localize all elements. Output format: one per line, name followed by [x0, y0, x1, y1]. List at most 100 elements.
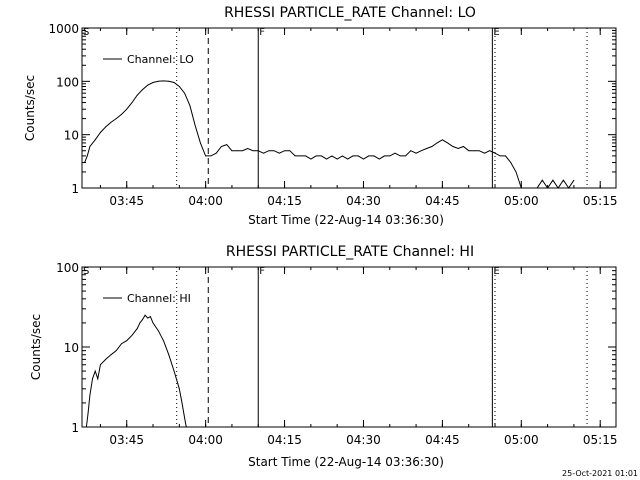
- data-point-hi: [87, 412, 89, 414]
- data-point-lo: [363, 158, 364, 160]
- data-point-lo: [568, 187, 570, 189]
- data-point-hi: [139, 322, 141, 324]
- data-point-hi: [152, 322, 154, 324]
- data-point-hi: [97, 378, 99, 380]
- data-point-lo: [520, 187, 522, 189]
- data-point-lo: [210, 155, 212, 157]
- data-point-lo: [541, 179, 543, 181]
- data-point-lo: [84, 162, 86, 163]
- data-point-hi: [181, 402, 183, 404]
- data-point-hi: [94, 370, 96, 372]
- data-point-lo: [536, 187, 538, 189]
- data-point-lo: [426, 148, 428, 149]
- axis-ticks-lo: 03:45 04:00 04:15 04:30 04:45 05:00 05:15 1 10 10…: [48, 22, 617, 208]
- data-point-hi: [157, 330, 159, 332]
- data-point-lo: [157, 80, 159, 82]
- data-point-lo: [410, 150, 412, 152]
- data-point-lo: [110, 121, 112, 123]
- data-point-lo: [247, 148, 249, 149]
- data-point-lo: [231, 150, 233, 152]
- series-line-hi: [85, 314, 187, 428]
- data-point-lo: [336, 158, 338, 160]
- data-point-lo: [242, 150, 243, 152]
- x-tick-label-lo: 05:00: [504, 194, 539, 208]
- data-point-lo: [573, 179, 575, 181]
- chart-title-hi: RHESSI PARTICLE_RATE Channel: HI: [226, 244, 474, 260]
- data-point-lo: [94, 139, 96, 141]
- data-point-lo: [305, 155, 306, 157]
- data-point-lo: [142, 89, 143, 90]
- data-point-hi: [115, 350, 117, 352]
- data-point-lo: [431, 146, 433, 147]
- data-series-hi: [85, 314, 187, 428]
- y-tick-label-lo: 1000: [48, 22, 79, 36]
- data-point-lo: [515, 171, 517, 173]
- x-tick-label-lo: 04:15: [267, 194, 302, 208]
- data-point-lo: [278, 152, 280, 154]
- data-point-hi: [110, 354, 112, 356]
- data-point-lo: [131, 102, 133, 103]
- data-point-lo: [326, 158, 328, 160]
- data-point-lo: [105, 126, 107, 128]
- data-point-hi: [105, 358, 107, 360]
- x-tick-label-lo: 04:00: [188, 194, 223, 208]
- data-point-lo: [415, 152, 417, 154]
- data-point-lo: [457, 148, 459, 149]
- data-point-lo: [347, 158, 349, 160]
- x-tick-label-hi: 04:00: [188, 433, 223, 447]
- data-point-lo: [163, 80, 164, 82]
- data-point-lo: [315, 155, 317, 157]
- y-tick-label-lo: 1: [71, 182, 79, 196]
- x-tick-label-lo: 04:30: [346, 194, 381, 208]
- data-point-lo: [299, 155, 301, 157]
- legend-label-hi: Channel: HI: [127, 292, 191, 305]
- data-point-lo: [384, 155, 385, 157]
- data-point-lo: [562, 179, 564, 181]
- data-point-hi: [168, 354, 170, 356]
- data-point-hi: [173, 370, 175, 372]
- data-point-lo: [126, 108, 128, 110]
- data-point-hi: [147, 317, 149, 319]
- data-point-lo: [205, 155, 207, 157]
- data-point-lo: [289, 150, 291, 152]
- data-point-lo: [489, 150, 491, 152]
- data-series-lo: [84, 80, 575, 189]
- data-point-hi: [185, 426, 187, 428]
- data-point-lo: [121, 113, 122, 115]
- data-point-lo: [100, 132, 101, 133]
- data-point-lo: [320, 155, 322, 157]
- marker-label-F-lo: F: [259, 27, 265, 38]
- marker-label-E-lo: E: [493, 27, 499, 38]
- x-tick-label-hi: 03:45: [109, 433, 144, 447]
- x-tick-label-lo: 05:15: [583, 194, 618, 208]
- marker-label-S-hi: S: [83, 266, 89, 277]
- data-point-lo: [199, 142, 201, 144]
- marker-label-E-hi: E: [493, 266, 499, 277]
- data-point-hi: [178, 388, 180, 390]
- data-point-lo: [484, 152, 485, 154]
- data-point-lo: [152, 82, 154, 83]
- legend-lo: Channel: LO: [103, 53, 194, 66]
- data-point-lo: [494, 152, 496, 154]
- x-axis-label-lo: Start Time (22-Aug-14 03:36:30): [248, 213, 444, 227]
- data-point-hi: [126, 340, 128, 342]
- data-point-hi: [142, 319, 143, 321]
- y-tick-label-lo: 100: [56, 75, 79, 89]
- data-point-lo: [147, 84, 149, 86]
- data-point-lo: [368, 155, 370, 157]
- data-point-lo: [189, 105, 191, 107]
- data-point-lo: [86, 155, 88, 157]
- data-point-lo: [389, 155, 391, 157]
- data-point-lo: [236, 150, 238, 152]
- data-point-hi: [144, 314, 146, 316]
- data-point-lo: [221, 146, 222, 147]
- x-tick-label-hi: 05:00: [504, 433, 539, 447]
- data-point-lo: [294, 155, 296, 157]
- chart-title-lo: RHESSI PARTICLE_RATE Channel: LO: [224, 5, 476, 21]
- data-point-lo: [226, 144, 228, 146]
- x-tick-label-lo: 04:45: [425, 194, 460, 208]
- y-axis-label-lo: Counts/sec: [23, 75, 37, 141]
- data-point-lo: [268, 150, 270, 152]
- data-point-lo: [510, 162, 512, 163]
